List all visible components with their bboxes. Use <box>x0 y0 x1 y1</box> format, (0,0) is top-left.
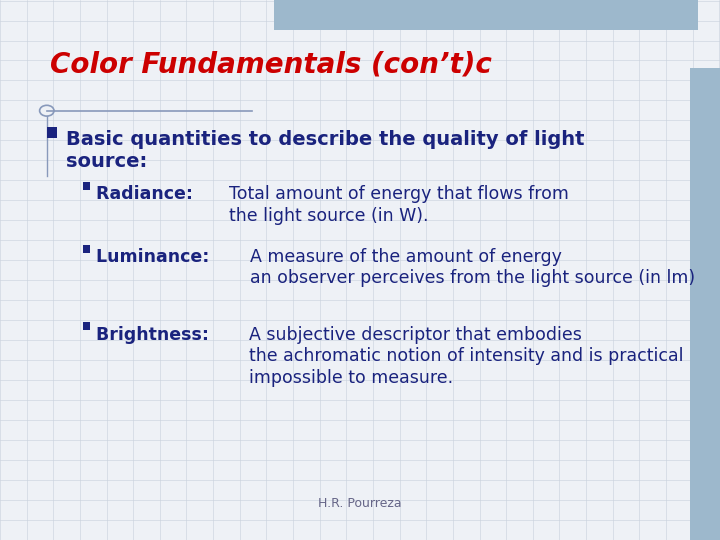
Bar <box>274 0 698 30</box>
Text: Color Fundamentals (con’t)c: Color Fundamentals (con’t)c <box>50 50 492 78</box>
Bar <box>47 127 57 138</box>
Bar <box>83 245 90 253</box>
Text: H.R. Pourreza: H.R. Pourreza <box>318 497 402 510</box>
Bar <box>83 182 90 190</box>
Text: Brightness:: Brightness: <box>96 326 215 343</box>
Text: A measure of the amount of energy
an observer perceives from the light source (i: A measure of the amount of energy an obs… <box>250 248 695 287</box>
Text: Basic quantities to describe the quality of light
source:: Basic quantities to describe the quality… <box>66 130 585 171</box>
Bar <box>690 68 720 540</box>
Text: Total amount of energy that flows from
the light source (in W).: Total amount of energy that flows from t… <box>229 185 569 225</box>
Bar <box>83 322 90 330</box>
Text: A subjective descriptor that embodies
the achromatic notion of intensity and is : A subjective descriptor that embodies th… <box>249 326 684 387</box>
Text: Radiance:: Radiance: <box>96 185 199 203</box>
Text: Luminance:: Luminance: <box>96 248 215 266</box>
